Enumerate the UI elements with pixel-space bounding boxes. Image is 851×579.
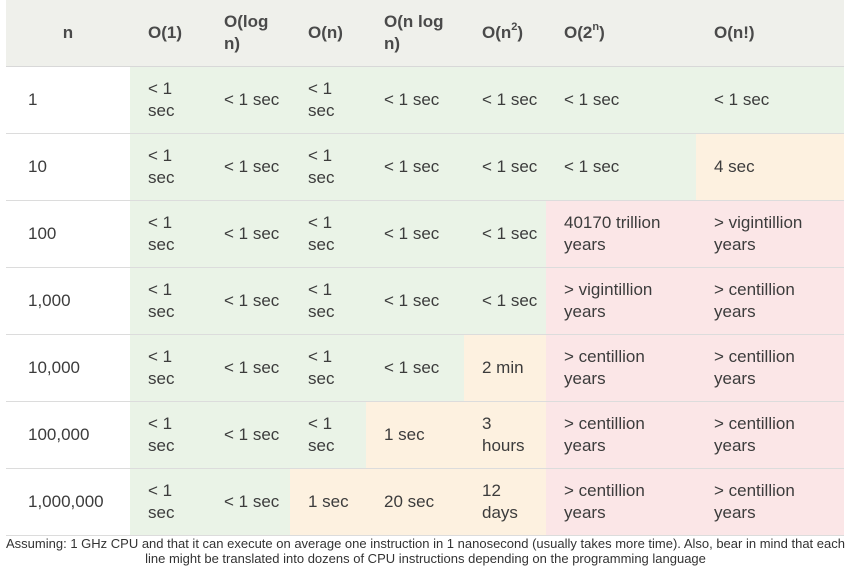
runtime-cell: > vigintillion years xyxy=(696,200,844,268)
runtime-cell: 4 sec xyxy=(696,133,844,201)
row-n-value: 100,000 xyxy=(6,401,130,469)
column-header-o-n-factorial: O(n!) xyxy=(696,0,844,67)
runtime-cell: 3 hours xyxy=(464,401,546,469)
runtime-cell: < 1 sec xyxy=(290,267,366,335)
runtime-cell: > centillion years xyxy=(696,334,844,402)
runtime-cell: < 1 sec xyxy=(366,334,464,402)
runtime-cell: 1 sec xyxy=(366,401,464,469)
table-row: 100,000 < 1 sec < 1 sec < 1 sec 1 sec 3 hours… xyxy=(6,401,844,469)
table-row: 1,000 < 1 sec < 1 sec < 1 sec < 1 sec < 1 sec… xyxy=(6,267,844,335)
table-row: 100 < 1 sec < 1 sec < 1 sec < 1 sec < 1 sec 40… xyxy=(6,200,844,268)
runtime-cell: < 1 sec xyxy=(206,334,290,402)
runtime-cell: < 1 sec xyxy=(130,200,206,268)
runtime-cell: < 1 sec xyxy=(206,66,290,134)
footnote: Assuming: 1 GHz CPU and that it can exec… xyxy=(6,536,845,566)
column-header-text: O(2 xyxy=(564,23,593,42)
row-n-value: 1,000,000 xyxy=(6,468,130,536)
runtime-cell: < 1 sec xyxy=(130,267,206,335)
runtime-cell: < 1 sec xyxy=(290,133,366,201)
runtime-cell: > centillion years xyxy=(696,468,844,536)
table-row: 10 < 1 sec < 1 sec < 1 sec < 1 sec < 1 sec < 1… xyxy=(6,133,844,201)
column-header-n: n xyxy=(6,0,130,67)
runtime-cell: < 1 sec xyxy=(130,66,206,134)
runtime-cell: < 1 sec xyxy=(206,267,290,335)
column-header-o-n-log-n: O(n log n) xyxy=(366,0,464,67)
column-header-o-1: O(1) xyxy=(130,0,206,67)
runtime-cell: < 1 sec xyxy=(464,133,546,201)
runtime-cell: > centillion years xyxy=(696,267,844,335)
runtime-cell: 2 min xyxy=(464,334,546,402)
table-row: 1,000,000 < 1 sec < 1 sec 1 sec 20 sec 12 day… xyxy=(6,468,844,536)
column-header-text: O(1) xyxy=(148,23,182,42)
runtime-cell: 40170 trillion years xyxy=(546,200,696,268)
runtime-cell: < 1 sec xyxy=(130,401,206,469)
runtime-cell: 20 sec xyxy=(366,468,464,536)
runtime-cell: < 1 sec xyxy=(290,66,366,134)
runtime-cell: > centillion years xyxy=(696,401,844,469)
runtime-cell: > centillion years xyxy=(546,401,696,469)
row-n-value: 10,000 xyxy=(6,334,130,402)
row-n-value: 1 xyxy=(6,66,130,134)
column-header-text: O(n) xyxy=(308,23,343,42)
column-header-text: O(n xyxy=(482,23,512,42)
runtime-cell: < 1 sec xyxy=(546,66,696,134)
column-header-o-log-n: O(log n) xyxy=(206,0,290,67)
runtime-cell: < 1 sec xyxy=(366,133,464,201)
column-header-o-n-squared: O(n2) xyxy=(464,0,546,67)
runtime-cell: > centillion years xyxy=(546,468,696,536)
runtime-cell: < 1 sec xyxy=(366,200,464,268)
column-header-text: O(log n) xyxy=(224,12,269,53)
runtime-cell: < 1 sec xyxy=(290,401,366,469)
column-header-o-2-pow-n: O(2n) xyxy=(546,0,696,67)
runtime-cell: < 1 sec xyxy=(464,200,546,268)
runtime-cell: < 1 sec xyxy=(546,133,696,201)
column-header-text: O(n log n) xyxy=(384,12,444,53)
runtime-cell: < 1 sec xyxy=(206,200,290,268)
row-n-value: 10 xyxy=(6,133,130,201)
runtime-cell: > centillion years xyxy=(546,334,696,402)
runtime-cell: < 1 sec xyxy=(464,66,546,134)
runtime-cell: < 1 sec xyxy=(696,66,844,134)
row-n-value: 1,000 xyxy=(6,267,130,335)
column-header-text: O(n!) xyxy=(714,23,755,42)
runtime-cell: < 1 sec xyxy=(290,334,366,402)
table-row: 1 < 1 sec < 1 sec < 1 sec < 1 sec < 1 sec < 1 … xyxy=(6,66,844,134)
runtime-cell: 1 sec xyxy=(290,468,366,536)
runtime-cell: < 1 sec xyxy=(366,66,464,134)
runtime-cell: < 1 sec xyxy=(130,334,206,402)
table-row: 10,000 < 1 sec < 1 sec < 1 sec < 1 sec 2 min >… xyxy=(6,334,844,402)
header-row: n O(1) O(log n) O(n) O(n log n) O(n2) O(… xyxy=(6,0,844,67)
runtime-cell: < 1 sec xyxy=(464,267,546,335)
runtime-cell: < 1 sec xyxy=(366,267,464,335)
row-n-value: 100 xyxy=(6,200,130,268)
runtime-cell: < 1 sec xyxy=(206,468,290,536)
complexity-table: n O(1) O(log n) O(n) O(n log n) O(n2) O(… xyxy=(6,0,844,536)
runtime-cell: < 1 sec xyxy=(130,133,206,201)
runtime-cell: 12 days xyxy=(464,468,546,536)
runtime-cell: < 1 sec xyxy=(130,468,206,536)
column-header-o-n: O(n) xyxy=(290,0,366,67)
runtime-cell: < 1 sec xyxy=(290,200,366,268)
table-body: 1 < 1 sec < 1 sec < 1 sec < 1 sec < 1 sec < 1 … xyxy=(6,66,844,536)
runtime-cell: > vigintillion years xyxy=(546,267,696,335)
runtime-cell: < 1 sec xyxy=(206,133,290,201)
runtime-cell: < 1 sec xyxy=(206,401,290,469)
